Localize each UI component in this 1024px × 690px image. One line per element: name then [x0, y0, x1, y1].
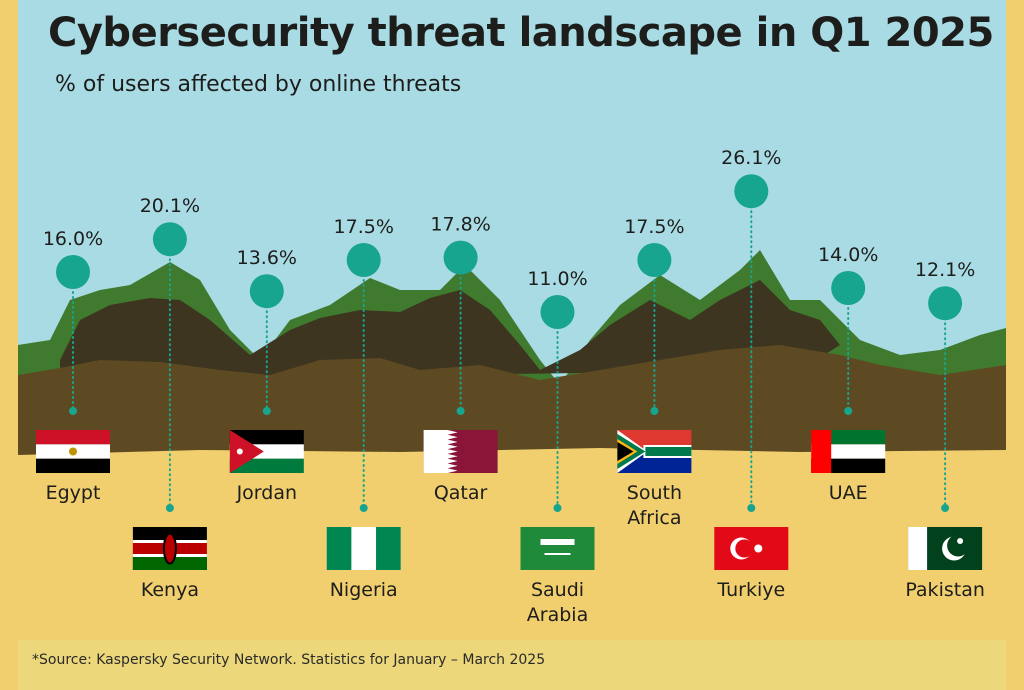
- anchor-dot: [262, 407, 271, 415]
- source-note: *Source: Kaspersky Security Network. Sta…: [32, 652, 546, 668]
- category-label: Saudi: [531, 579, 584, 601]
- data-point-pakistan: 12.1% Pakistan: [905, 259, 985, 601]
- anchor-dot: [941, 504, 950, 512]
- data-point-jordan: 13.6% Jordan: [229, 247, 304, 504]
- category-label: Turkiye: [716, 579, 785, 601]
- anchor-dot: [747, 504, 756, 512]
- value-marker: [443, 240, 478, 275]
- data-point-south-africa: 17.5% South Africa: [617, 216, 692, 529]
- page-title: Cybersecurity threat landscape in Q1 202…: [48, 10, 994, 56]
- category-label: Nigeria: [330, 579, 398, 601]
- data-label: 11.0%: [527, 268, 587, 290]
- anchor-dot: [165, 504, 174, 512]
- jordan-flag-icon: [229, 430, 304, 473]
- data-label: 17.5%: [624, 216, 684, 238]
- value-marker: [540, 295, 575, 329]
- data-label: 26.1%: [721, 147, 781, 169]
- data-label: 12.1%: [915, 259, 975, 281]
- anchor-dot: [456, 407, 465, 415]
- category-label: UAE: [829, 482, 868, 504]
- data-point-kenya: 20.1% Kenya: [132, 195, 207, 601]
- kenya-flag-icon: [132, 527, 207, 570]
- value-marker: [346, 243, 381, 277]
- value-marker: [734, 174, 769, 209]
- category-label: South: [627, 482, 682, 504]
- category-label: Arabia: [527, 604, 588, 626]
- uae-flag-icon: [811, 430, 886, 473]
- data-label: 13.6%: [237, 247, 297, 269]
- nigeria-flag-icon: [326, 527, 401, 570]
- anchor-dot: [359, 504, 368, 512]
- anchor-dot: [69, 407, 77, 415]
- data-label: 14.0%: [818, 244, 878, 266]
- category-label: Egypt: [46, 482, 101, 504]
- data-point-egypt: 16.0% Egypt: [36, 228, 110, 504]
- egypt-flag-icon: [36, 430, 110, 473]
- anchor-dot: [553, 504, 562, 512]
- data-point-uae: 14.0% UAE: [811, 244, 886, 504]
- value-marker: [249, 274, 284, 309]
- value-marker: [928, 286, 963, 321]
- data-label: 17.5%: [334, 216, 394, 238]
- category-label: Africa: [627, 507, 681, 529]
- south-africa-flag-icon: [617, 430, 692, 473]
- turkiye-flag-icon: [714, 527, 789, 570]
- mountain-dark: [60, 280, 840, 380]
- page-subtitle: % of users affected by online threats: [55, 72, 462, 97]
- data-point-saudi-arabia: 11.0% Saudi Arabia: [520, 268, 595, 626]
- category-label: Pakistan: [905, 579, 985, 601]
- value-marker: [637, 243, 672, 277]
- sand-front: [18, 448, 1006, 690]
- data-point-qatar: 17.8% Qatar: [423, 214, 498, 504]
- data-label: 16.0%: [43, 228, 103, 250]
- value-marker: [152, 222, 187, 257]
- mountain-brown: [18, 345, 1006, 455]
- pakistan-flag-icon: [908, 527, 983, 570]
- value-marker: [831, 271, 866, 305]
- qatar-flag-icon: [423, 430, 498, 473]
- data-label: 20.1%: [140, 195, 200, 217]
- data-label: 17.8%: [430, 214, 490, 236]
- anchor-dot: [650, 407, 659, 415]
- value-marker: [56, 255, 90, 289]
- saudi-arabia-flag-icon: [520, 527, 595, 570]
- data-point-turkiye: 26.1% Turkiye: [714, 147, 789, 601]
- category-label: Kenya: [141, 579, 199, 601]
- category-label: Jordan: [236, 482, 297, 504]
- category-label: Qatar: [434, 482, 488, 504]
- data-point-nigeria: 17.5% Nigeria: [326, 216, 401, 601]
- anchor-dot: [844, 407, 853, 415]
